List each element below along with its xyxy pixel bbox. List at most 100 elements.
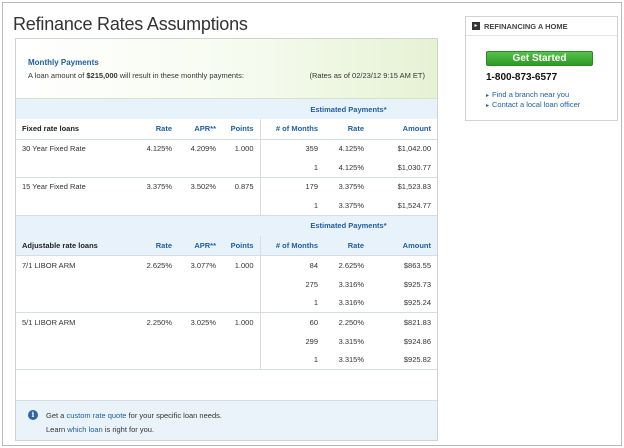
get-started-button[interactable]: Get Started [486,51,593,66]
info-text: Get a [46,411,67,420]
payment-amount: $1,042.00 [397,144,431,154]
contact-loan-officer-label: Contact a local loan officer [492,100,581,109]
payment-rate: 2.250% [338,317,364,327]
loan-points: 1.000 [234,260,254,270]
sidebar-header: ▸ REFINANCING A HOME [466,17,617,36]
fixed-rates-table: Estimated Payments* Fixed rate loans Rat… [16,99,437,216]
loan-points [222,350,260,370]
loan-name [16,332,134,351]
table-row: 30 Year Fixed Rate 4.125% 4.209% 1.000 359 4.… [16,139,437,158]
phone-number: 1-800-873-6577 [486,72,558,83]
rates-panel: Monthly Payments A loan amount of $215,0… [15,38,438,441]
payment-amount: $925.82 [370,350,437,370]
table-row: 7/1 LIBOR ARM 2.625% 3.077% 1.000 84 2.625% $8… [16,255,437,275]
info-icon: i [28,410,38,420]
info-text: for your specific loan needs. [126,411,222,420]
fixed-body: 30 Year Fixed Rate 4.125% 4.209% 1.000 359 4.… [16,139,437,216]
payment-rate: 3.316% [338,279,364,289]
payment-amount: $924.86 [403,336,431,346]
loan-apr [178,196,222,216]
page-title: Refinance Rates Assumptions [13,14,248,34]
loan-name [16,158,134,178]
contact-loan-officer-link[interactable]: ▸ Contact a local loan officer [486,100,580,109]
loan-apr [178,332,222,351]
payment-months: 299 [259,331,324,351]
col-rate: Rate [134,235,178,256]
loan-points: 1.000 [234,144,254,154]
col-loan-type: Fixed rate loans [16,119,134,140]
loan-name [16,293,134,313]
loan-name: 15 Year Fixed Rate [22,182,86,192]
summary-text: A loan amount of $215,000 will result in… [28,71,244,80]
payment-rate: 2.625% [338,260,364,270]
loan-rate [134,332,178,351]
adjustable-header-row: Adjustable rate loans Rate APR** Points … [16,235,437,256]
which-loan-link[interactable]: which loan [67,425,103,434]
fixed-header-row: Fixed rate loans Rate APR** Points # of … [16,119,437,140]
summary-text-suffix: will result in these monthly payments: [117,71,244,80]
loan-name: 7/1 LIBOR ARM [22,260,76,270]
payment-amount: $925.73 [403,279,431,289]
payment-amount: $863.55 [403,260,431,270]
loan-rate: 3.375% [146,182,172,192]
loan-name [16,275,134,294]
payment-amount: $925.24 [370,293,437,313]
estimated-payments-row: Estimated Payments* [16,99,437,119]
col-rate: Rate [134,119,178,140]
loan-apr [178,158,222,178]
bullet-arrow-icon: ▸ [486,93,490,99]
col-points: Points [222,235,260,256]
table-row: 1 3.315% $925.82 [16,350,437,370]
adjustable-body: 7/1 LIBOR ARM 2.625% 3.077% 1.000 84 2.625% $8… [16,255,437,370]
payment-rate: 3.375% [324,196,370,216]
custom-rate-quote-link[interactable]: custom rate quote [66,411,127,420]
table-row: 1 3.375% $1,524.77 [16,196,437,216]
loan-apr [178,293,222,313]
loan-rate: 4.125% [146,144,172,154]
col-amount: Amount [370,119,437,140]
estimated-payments-label: Estimated Payments* [260,215,437,236]
table-row: 299 3.315% $924.86 [16,331,437,351]
col-apr: APR** [178,235,222,256]
payment-months: 1 [259,196,324,216]
col-months: # of Months [259,235,324,256]
col-apr: APR** [178,119,222,140]
find-branch-label: Find a branch near you [492,90,570,99]
loan-rate [134,350,178,370]
col-est-rate: Rate [324,119,370,140]
adjustable-rates-table: Estimated Payments* Adjustable rate loan… [16,215,437,370]
info-line-which-loan: Learn which loan is right for you. [46,425,154,434]
payment-amount: $1,030.77 [370,158,437,178]
payment-months: 84 [259,255,324,275]
payment-months: 275 [259,274,324,294]
loan-rate [134,293,178,313]
payment-rate: 3.315% [324,350,370,370]
bullet-arrow-icon: ▸ [486,103,490,109]
table-row: 275 3.316% $925.73 [16,274,437,294]
payment-months: 179 [259,177,324,196]
loan-rate [134,158,178,178]
summary-text-prefix: A loan amount of [28,71,87,80]
payment-months: 359 [259,139,324,158]
arrow-icon: ▸ [472,22,480,30]
payment-rate: 3.315% [338,336,364,346]
loan-apr [178,350,222,370]
payment-months: 1 [259,293,324,313]
loan-amount: $215,000 [86,71,118,80]
loan-apr: 3.502% [190,182,216,192]
find-branch-link[interactable]: ▸ Find a branch near you [486,90,569,99]
loan-name [16,350,134,370]
payment-amount: $821.83 [403,317,431,327]
info-box: i Get a custom rate quote for your speci… [16,400,437,440]
loan-apr: 3.025% [190,317,216,327]
col-loan-type: Adjustable rate loans [16,235,134,256]
loan-points [222,293,260,313]
payment-rate: 3.375% [338,182,364,192]
loan-apr: 3.077% [190,260,216,270]
loan-rate: 2.250% [146,317,172,327]
loan-points [222,275,260,294]
rates-date: (Rates as of 02/23/12 9:15 AM ET) [309,71,425,80]
table-row: 5/1 LIBOR ARM 2.250% 3.025% 1.000 60 2.250% $8… [16,312,437,332]
monthly-payments-summary: Monthly Payments A loan amount of $215,0… [16,39,437,99]
